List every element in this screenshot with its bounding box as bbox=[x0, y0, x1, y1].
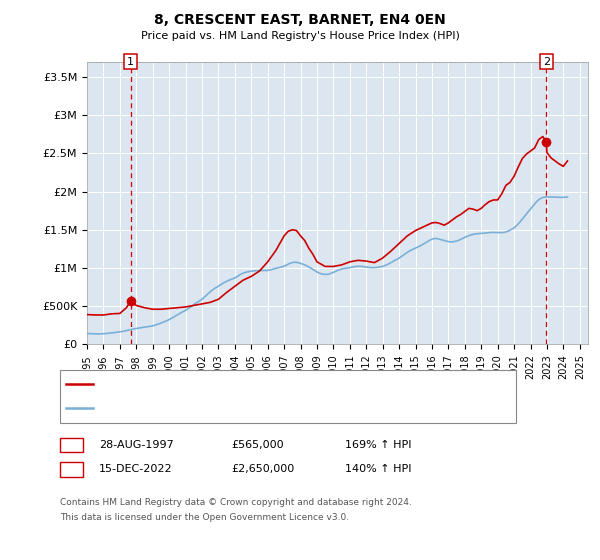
Text: 140% ↑ HPI: 140% ↑ HPI bbox=[345, 464, 412, 474]
Text: HPI: Average price, detached house, Enfield: HPI: Average price, detached house, Enfi… bbox=[97, 403, 326, 413]
Text: 8, CRESCENT EAST, BARNET, EN4 0EN (detached house): 8, CRESCENT EAST, BARNET, EN4 0EN (detac… bbox=[97, 380, 391, 390]
Text: £2,650,000: £2,650,000 bbox=[231, 464, 294, 474]
Text: Contains HM Land Registry data © Crown copyright and database right 2024.: Contains HM Land Registry data © Crown c… bbox=[60, 498, 412, 507]
Text: 15-DEC-2022: 15-DEC-2022 bbox=[99, 464, 173, 474]
Text: 2: 2 bbox=[68, 464, 75, 474]
Text: 8, CRESCENT EAST, BARNET, EN4 0EN: 8, CRESCENT EAST, BARNET, EN4 0EN bbox=[154, 13, 446, 27]
Text: 1: 1 bbox=[127, 57, 134, 67]
Text: Price paid vs. HM Land Registry's House Price Index (HPI): Price paid vs. HM Land Registry's House … bbox=[140, 31, 460, 41]
Text: This data is licensed under the Open Government Licence v3.0.: This data is licensed under the Open Gov… bbox=[60, 513, 349, 522]
Text: 2: 2 bbox=[543, 57, 550, 67]
Text: 1: 1 bbox=[68, 440, 75, 450]
Text: 169% ↑ HPI: 169% ↑ HPI bbox=[345, 440, 412, 450]
Text: £565,000: £565,000 bbox=[231, 440, 284, 450]
Text: 28-AUG-1997: 28-AUG-1997 bbox=[99, 440, 174, 450]
